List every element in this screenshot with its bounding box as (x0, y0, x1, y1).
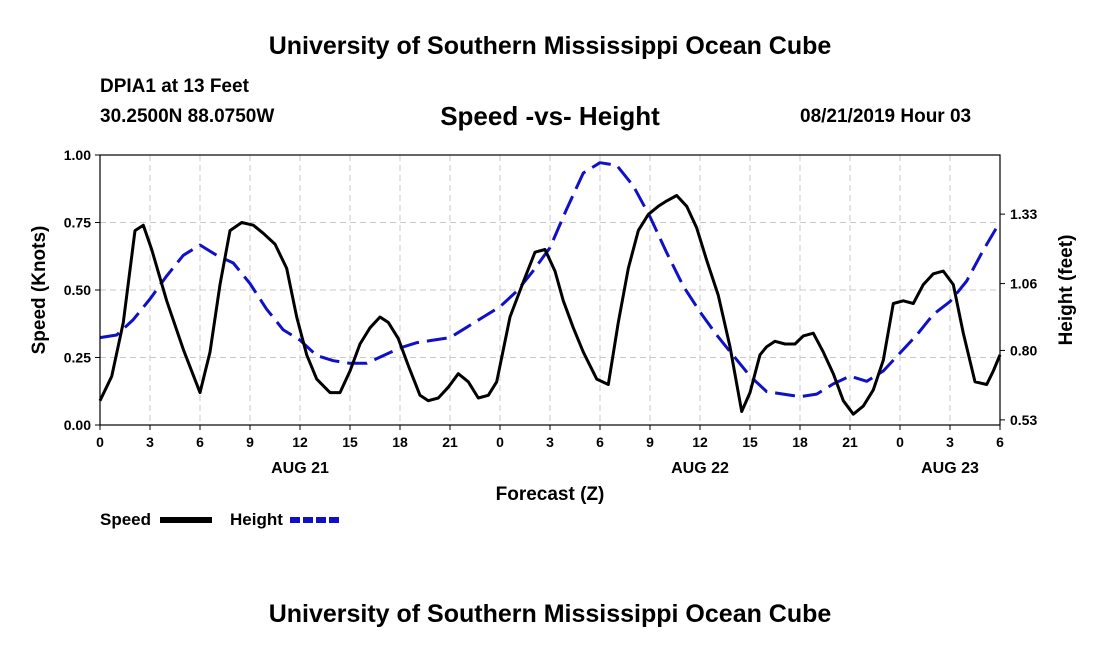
x-tick-label: 18 (392, 434, 408, 450)
y-tick-label: 0.00 (64, 417, 91, 433)
x-tick-label: 18 (792, 434, 808, 450)
y2-tick-label: 0.53 (1010, 412, 1037, 428)
x-tick-label: 12 (692, 434, 708, 450)
x-tick-label: 6 (196, 434, 204, 450)
x-axis-label: Forecast (Z) (496, 484, 605, 505)
y-tick-label: 0.25 (64, 350, 91, 366)
x-tick-label: 3 (146, 434, 154, 450)
x-tick-label: 0 (96, 434, 104, 450)
date-label: AUG 23 (921, 460, 979, 477)
legend: Speed Height (100, 510, 342, 529)
grid-lines (100, 155, 1000, 425)
x-tick-label: 0 (496, 434, 504, 450)
page-title: University of Southern Mississippi Ocean… (268, 32, 832, 60)
y-tick-label: 0.50 (64, 282, 91, 298)
y2-tick-label: 1.33 (1010, 206, 1037, 222)
y2-axis-label: Height (feet) (1056, 235, 1077, 346)
y-tick-label: 1.00 (64, 147, 91, 163)
y-tick-label: 0.75 (64, 215, 91, 231)
y2-tick-label: 1.06 (1010, 276, 1037, 292)
y-axis-label: Speed (Knots) (29, 226, 50, 355)
x-tick-label: 9 (246, 434, 254, 450)
x-tick-label: 15 (742, 434, 758, 450)
axis-ticks: 0 3 6 9 12 15 18 21 0 3 6 9 12 15 18 21 0 3 6 0.00 0.25 0.50 0… (64, 147, 1038, 477)
legend-height-label: Height (230, 510, 283, 529)
x-tick-label: 12 (292, 434, 308, 450)
x-tick-label: 21 (842, 434, 858, 450)
height-series-line (99, 161, 1002, 399)
x-tick-label: 21 (442, 434, 458, 450)
x-tick-label: 0 (896, 434, 904, 450)
x-tick-label: 9 (646, 434, 654, 450)
x-tick-label: 3 (946, 434, 954, 450)
forecast-datetime: 08/21/2019 Hour 03 (800, 106, 972, 127)
legend-speed-label: Speed (100, 510, 151, 529)
date-label: AUG 21 (271, 460, 329, 477)
station-label: DPIA1 at 13 Feet (100, 76, 249, 97)
x-tick-label: 15 (342, 434, 358, 450)
y2-tick-label: 0.80 (1010, 342, 1037, 358)
footer-title: University of Southern Mississippi Ocean… (268, 600, 832, 628)
series-layer (98, 161, 1002, 416)
speed-series-line (98, 194, 1002, 416)
x-tick-label: 3 (546, 434, 554, 450)
chart-title: Speed -vs- Height (440, 101, 660, 131)
date-label: AUG 22 (671, 460, 729, 477)
x-tick-label: 6 (996, 434, 1004, 450)
x-tick-label: 6 (596, 434, 604, 450)
coordinates-label: 30.2500N 88.0750W (100, 106, 275, 127)
